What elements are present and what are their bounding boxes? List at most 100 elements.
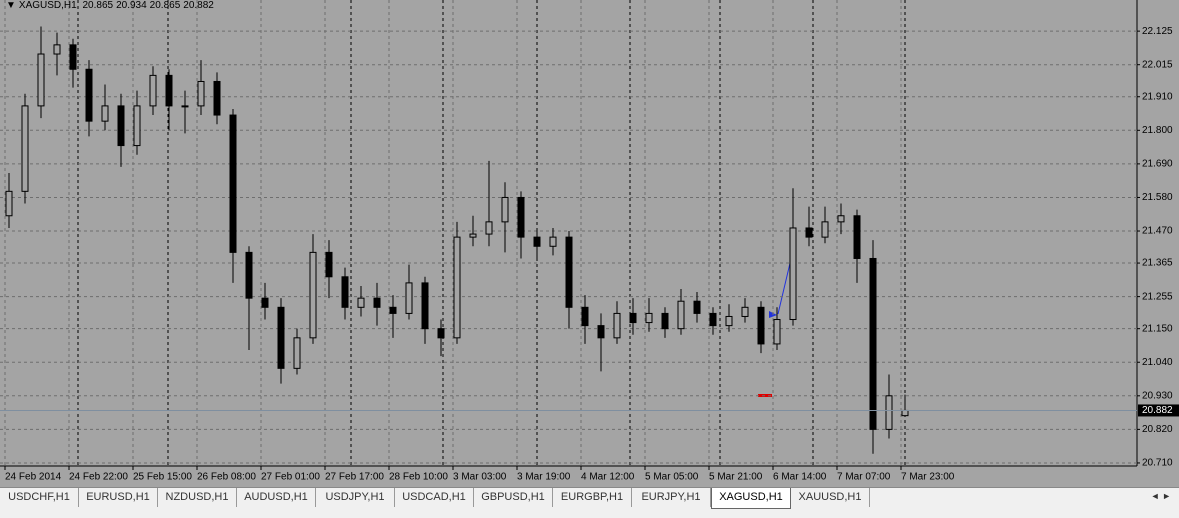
candle-body — [693, 300, 701, 314]
y-tick-label: 21.800 — [1142, 125, 1173, 136]
candle-body — [773, 319, 781, 345]
candle-body — [565, 236, 573, 308]
candle-body — [213, 80, 221, 116]
candle-body — [853, 215, 861, 259]
candle-body — [837, 215, 845, 223]
candle-body — [517, 196, 525, 238]
x-tick-label: 5 Mar 21:00 — [709, 472, 763, 483]
y-tick-label: 21.910 — [1142, 91, 1173, 102]
x-tick-label: 25 Feb 15:00 — [133, 472, 192, 483]
candle-body — [325, 251, 333, 278]
y-tick-label: 20.930 — [1142, 390, 1173, 401]
candle-body — [341, 276, 349, 308]
y-tick-label: 21.255 — [1142, 291, 1173, 302]
x-tick-label: 4 Mar 12:00 — [581, 472, 635, 483]
candle-body — [533, 236, 541, 247]
candle-body — [613, 312, 621, 339]
candle-body — [261, 297, 269, 308]
menu-triangle: ▼ — [6, 0, 16, 11]
symbol-tab[interactable]: GBPUSD,H1 — [474, 488, 553, 507]
candle-body — [741, 306, 749, 317]
symbol-tab[interactable]: XAGUSD,H1 — [711, 488, 791, 509]
symbol-tab[interactable]: XAUUSD,H1 — [791, 488, 870, 507]
candle-body — [181, 105, 189, 108]
y-tick-label: 20.820 — [1142, 424, 1173, 435]
candle-body — [501, 196, 509, 223]
x-tick-label: 28 Feb 10:00 — [389, 472, 448, 483]
candle-body — [869, 257, 877, 430]
x-tick-label: 27 Feb 01:00 — [261, 472, 320, 483]
x-tick-label: 7 Mar 07:00 — [837, 472, 891, 483]
candle-body — [581, 306, 589, 327]
chart-header: ▼ XAGUSD,H1 20.865 20.934 20.865 20.882 — [6, 0, 217, 12]
y-tick-label: 21.690 — [1142, 159, 1173, 170]
symbol-tab[interactable]: EURGBP,H1 — [553, 488, 632, 507]
candle-body — [69, 44, 77, 70]
candle-body — [293, 337, 301, 369]
x-tick-label: 24 Feb 2014 — [5, 472, 62, 483]
candle-body — [101, 105, 109, 122]
candle-body — [309, 251, 317, 339]
symbol-tab[interactable]: AUDUSD,H1 — [237, 488, 316, 507]
candle-body — [645, 312, 653, 324]
bid-label-box — [1138, 404, 1179, 417]
candle-body — [821, 221, 829, 238]
x-tick-label: 5 Mar 05:00 — [645, 472, 699, 483]
candle-body — [725, 315, 733, 327]
candle-body — [357, 297, 365, 308]
candle-body — [597, 325, 605, 339]
x-tick-label: 7 Mar 23:00 — [901, 472, 955, 483]
candle-body — [85, 68, 93, 122]
symbol-tab[interactable]: USDCAD,H1 — [395, 488, 474, 507]
candle-body — [149, 74, 157, 107]
last-close: 20.882 — [183, 0, 214, 11]
x-tick-label: 26 Feb 08:00 — [197, 472, 256, 483]
y-tick-label: 21.040 — [1142, 357, 1173, 368]
chart: 22.125 22.015 21.910 21.800 21.690 21.580 21.4… — [0, 0, 1179, 487]
y-tick-label: 20.710 — [1142, 458, 1173, 469]
last-low: 20.865 — [149, 0, 181, 11]
candle-body — [629, 312, 637, 324]
candle-body — [229, 114, 237, 253]
tab-scroll[interactable]: ◄ ► — [1150, 491, 1171, 501]
symbol-tabs: USDCHF,H1 EURUSD,H1 NZDUSD,H1 AUDUSD,H1 USDJ… — [0, 487, 1179, 510]
candle-body — [133, 105, 141, 147]
x-tick-label: 6 Mar 14:00 — [773, 472, 827, 483]
candle-body — [885, 395, 893, 430]
symbol-tab[interactable]: NZDUSD,H1 — [158, 488, 237, 507]
symbol-tab[interactable]: USDJPY,H1 — [316, 488, 395, 507]
symbol-tab[interactable]: EURUSD,H1 — [79, 488, 158, 507]
candle-body — [405, 282, 413, 314]
candle-body — [709, 312, 717, 327]
candle-body — [165, 74, 173, 107]
candle-body — [421, 282, 429, 330]
y-tick-label: 21.150 — [1142, 323, 1173, 334]
candle-body — [21, 105, 29, 192]
candle-body — [277, 306, 285, 369]
candle-body — [37, 53, 45, 107]
y-tick-label: 21.580 — [1142, 192, 1173, 203]
bid-label: 20.882 — [1142, 405, 1173, 416]
x-tick-label: 24 Feb 22:00 — [69, 472, 128, 483]
x-tick-label: 3 Mar 19:00 — [517, 472, 571, 483]
y-tick-label: 22.015 — [1142, 59, 1173, 70]
symbol-tab[interactable]: EURJPY,H1 — [632, 488, 711, 507]
y-tick-label: 22.125 — [1142, 26, 1173, 37]
last-open: 20.865 — [82, 0, 114, 11]
symbol-tab[interactable]: USDCHF,H1 — [0, 488, 79, 507]
candle-body — [453, 236, 461, 339]
y-tick-label: 21.365 — [1142, 258, 1173, 269]
candle-body — [901, 409, 909, 417]
last-high: 20.934 — [116, 0, 147, 11]
symbol: XAGUSD,H1 — [18, 0, 77, 11]
candle-body — [485, 221, 493, 235]
candle-body — [805, 227, 813, 238]
candle-body — [549, 236, 557, 247]
candle-body — [53, 44, 61, 55]
x-tick-label: 3 Mar 03:00 — [453, 472, 507, 483]
candle-body — [757, 306, 765, 345]
candle-body — [197, 80, 205, 107]
candle-body — [373, 297, 381, 308]
candle-body — [5, 190, 13, 217]
